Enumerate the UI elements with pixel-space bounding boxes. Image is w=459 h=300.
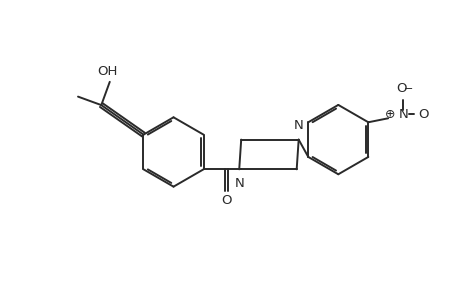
Text: O: O <box>221 194 232 207</box>
Text: O: O <box>417 108 427 121</box>
Text: O: O <box>395 82 405 94</box>
Text: N: N <box>293 119 303 132</box>
Text: N: N <box>234 177 244 190</box>
Text: OH: OH <box>97 65 118 78</box>
Text: ⊕: ⊕ <box>384 108 395 121</box>
Text: −: − <box>403 84 413 94</box>
Text: N: N <box>398 108 408 121</box>
